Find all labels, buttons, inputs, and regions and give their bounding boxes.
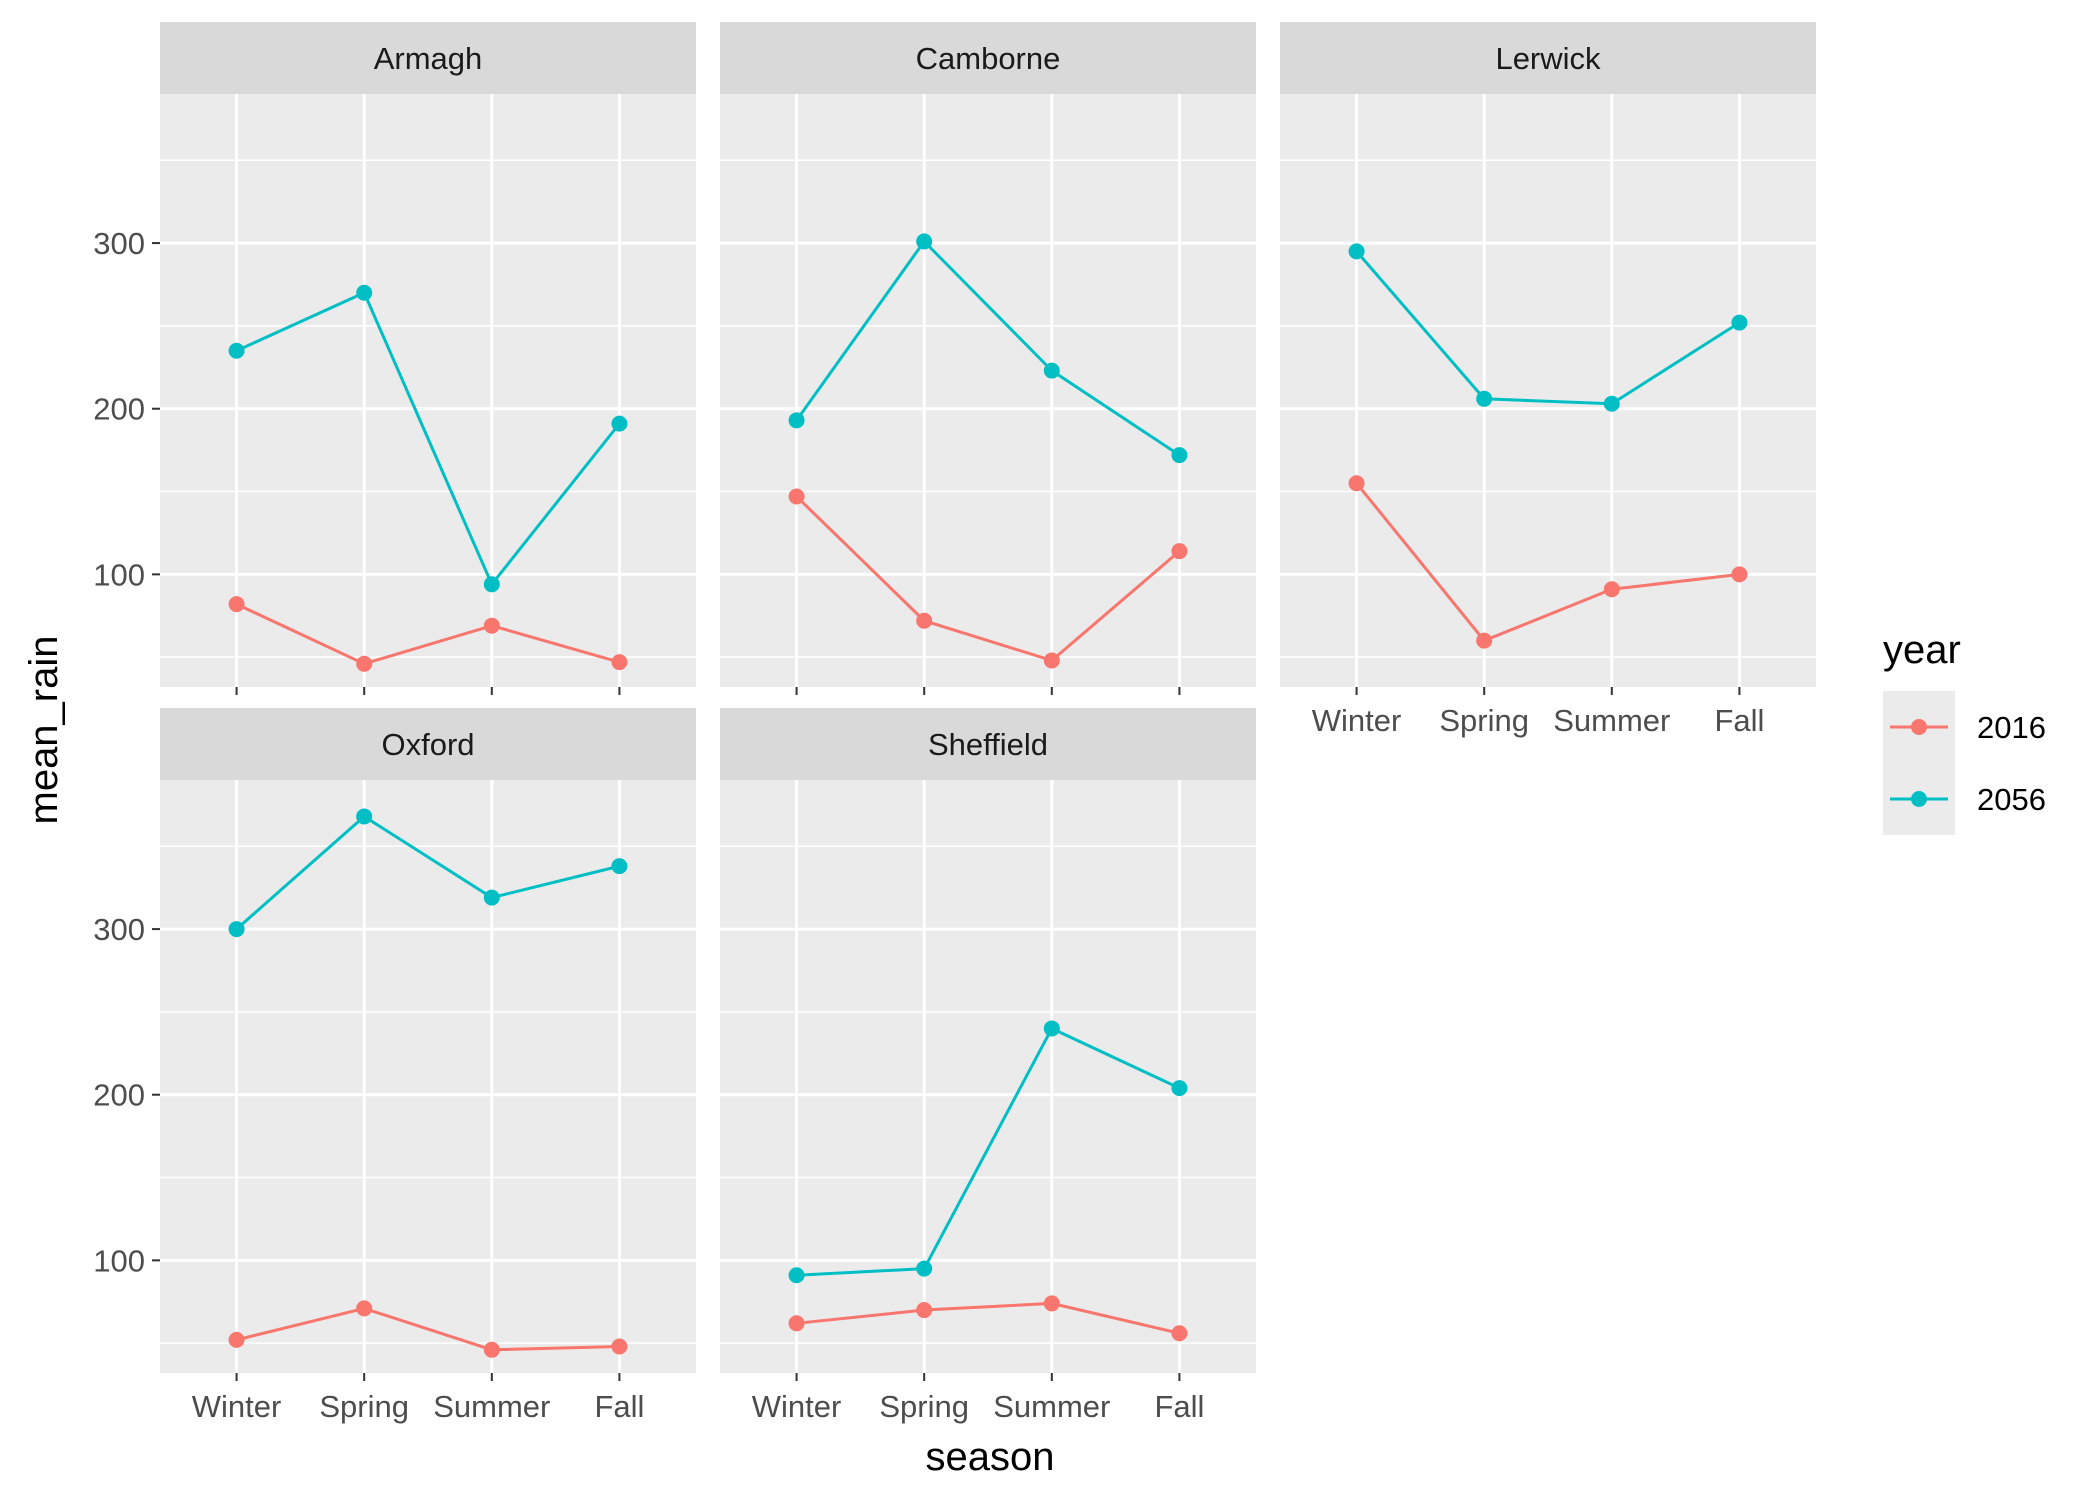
- x-tick-label: Fall: [1154, 1389, 1204, 1424]
- data-point-2016: [356, 1300, 373, 1317]
- data-point-2016: [228, 596, 245, 613]
- facet-panel-camborne: Camborne: [720, 22, 1256, 695]
- facet-panel-sheffield: Sheffield Winter Spring Summer Fall: [720, 708, 1256, 1424]
- facet-strip: [720, 708, 1256, 780]
- x-tick-label: Spring: [319, 1389, 409, 1424]
- data-point-2016: [788, 1315, 805, 1332]
- facet-strip: [160, 22, 696, 94]
- data-point-2056: [228, 342, 245, 359]
- facet-strip-label: Oxford: [381, 727, 474, 762]
- x-tick-label: Winter: [192, 1389, 282, 1424]
- data-point-2016: [483, 617, 500, 634]
- data-point-2056: [1043, 362, 1060, 379]
- data-point-2056: [611, 858, 628, 875]
- x-tick-label: Fall: [594, 1389, 644, 1424]
- data-point-2056: [356, 808, 373, 825]
- legend-key-point: [1911, 719, 1927, 735]
- data-point-2056: [788, 412, 805, 429]
- data-point-2056: [356, 284, 373, 301]
- data-point-2016: [483, 1341, 500, 1358]
- panel-background: [160, 94, 696, 687]
- data-point-2056: [788, 1267, 805, 1284]
- x-tick-label: Spring: [879, 1389, 969, 1424]
- data-point-2016: [1476, 632, 1493, 649]
- data-point-2016: [1171, 1325, 1188, 1342]
- facet-strip: [1280, 22, 1816, 94]
- series-line-2056: [235, 814, 620, 931]
- panel-background: [720, 94, 1256, 687]
- legend: year 2016 2056: [1883, 628, 2046, 835]
- panel-background: [1280, 94, 1816, 687]
- data-point-2016: [1043, 652, 1060, 669]
- series-line-2016: [236, 1306, 620, 1352]
- data-point-2056: [916, 233, 933, 250]
- y-tick-label: 100: [93, 557, 145, 592]
- series-line-2056: [795, 239, 1181, 457]
- data-point-2056: [916, 1260, 933, 1277]
- facet-strip-label: Sheffield: [928, 727, 1048, 762]
- data-point-2016: [1171, 543, 1188, 560]
- legend-key-point: [1911, 791, 1927, 807]
- y-tick-label: 200: [93, 1078, 145, 1113]
- data-point-2056: [228, 921, 245, 938]
- data-point-2016: [1043, 1295, 1060, 1312]
- data-point-2056: [611, 415, 628, 432]
- data-point-2016: [1348, 475, 1365, 492]
- data-point-2056: [1171, 447, 1188, 464]
- x-tick-label: Winter: [752, 1389, 842, 1424]
- data-point-2056: [483, 889, 500, 906]
- data-point-2056: [483, 576, 500, 593]
- series-line-2056: [1355, 250, 1741, 406]
- series-line-2056: [796, 1026, 1181, 1277]
- data-point-2016: [611, 654, 628, 671]
- data-point-2016: [228, 1331, 245, 1348]
- y-tick-label: 200: [93, 392, 145, 427]
- facet-strip-label: Lerwick: [1495, 41, 1601, 76]
- x-tick-label: Summer: [993, 1389, 1110, 1424]
- legend-entry-label: 2056: [1977, 782, 2046, 817]
- data-point-2016: [916, 1302, 933, 1319]
- facet-panel-armagh: Armagh 100 200 300: [93, 22, 696, 695]
- y-tick-label: 300: [93, 226, 145, 261]
- y-tick-label: 300: [93, 912, 145, 947]
- data-point-2016: [1731, 566, 1748, 583]
- data-point-2016: [1603, 581, 1620, 598]
- data-point-2016: [611, 1338, 628, 1355]
- panel-background: [160, 780, 696, 1373]
- panels: Armagh 100 200 300 Camborne Lerwick Winter Spri…: [93, 22, 1816, 1424]
- data-point-2056: [1043, 1020, 1060, 1037]
- series-line-2016: [796, 1301, 1180, 1335]
- y-tick-label: 100: [93, 1243, 145, 1278]
- facet-strip-label: Armagh: [374, 41, 483, 76]
- series-line-2056: [235, 290, 621, 588]
- facet-panel-oxford: Oxford 100 200 300 Winter Spring Summer Fall: [93, 708, 696, 1424]
- data-point-2056: [1348, 243, 1365, 260]
- data-point-2016: [916, 612, 933, 629]
- data-point-2016: [788, 488, 805, 505]
- x-tick-label: Winter: [1312, 703, 1402, 738]
- data-point-2056: [1731, 314, 1748, 331]
- series-line-2016: [1355, 482, 1740, 643]
- data-point-2016: [356, 655, 373, 672]
- facet-strip-label: Camborne: [916, 41, 1061, 76]
- panel-background: [720, 780, 1256, 1373]
- series-line-2016: [795, 495, 1181, 663]
- x-axis-title: season: [926, 1435, 1055, 1479]
- facet-panel-lerwick: Lerwick Winter Spring Summer Fall: [1280, 22, 1816, 738]
- legend-title: year: [1883, 628, 1961, 672]
- x-tick-label: Summer: [1553, 703, 1670, 738]
- y-axis-title: mean_rain: [22, 635, 66, 824]
- data-point-2056: [1603, 395, 1620, 412]
- x-tick-label: Summer: [433, 1389, 550, 1424]
- data-point-2056: [1171, 1080, 1188, 1097]
- series-line-2016: [235, 602, 620, 666]
- data-point-2056: [1476, 390, 1493, 407]
- facet-strip: [720, 22, 1256, 94]
- x-tick-label: Fall: [1714, 703, 1764, 738]
- legend-entry-label: 2016: [1977, 710, 2046, 745]
- x-tick-label: Spring: [1439, 703, 1529, 738]
- facet-strip: [160, 708, 696, 780]
